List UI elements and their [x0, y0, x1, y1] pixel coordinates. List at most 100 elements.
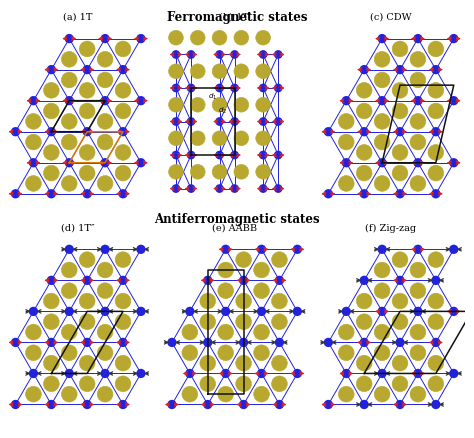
- Circle shape: [29, 307, 38, 316]
- Circle shape: [374, 262, 390, 278]
- Circle shape: [338, 325, 354, 340]
- Circle shape: [410, 73, 426, 88]
- Circle shape: [44, 104, 59, 120]
- Circle shape: [167, 338, 177, 347]
- Circle shape: [342, 159, 351, 168]
- Circle shape: [200, 355, 216, 371]
- Circle shape: [356, 83, 372, 99]
- Circle shape: [410, 52, 426, 68]
- Circle shape: [254, 262, 269, 278]
- Circle shape: [410, 386, 426, 402]
- Circle shape: [118, 128, 128, 137]
- Circle shape: [221, 307, 230, 316]
- Circle shape: [428, 293, 444, 309]
- Circle shape: [26, 386, 41, 402]
- Circle shape: [115, 314, 131, 330]
- Circle shape: [256, 98, 271, 113]
- Circle shape: [236, 355, 252, 371]
- Circle shape: [79, 355, 95, 371]
- Circle shape: [259, 152, 267, 160]
- Circle shape: [377, 369, 387, 378]
- Circle shape: [100, 35, 110, 44]
- Circle shape: [191, 65, 205, 79]
- Circle shape: [254, 386, 269, 402]
- Circle shape: [212, 98, 227, 113]
- Circle shape: [61, 176, 77, 192]
- Circle shape: [236, 376, 252, 392]
- Circle shape: [172, 152, 180, 160]
- Circle shape: [64, 369, 74, 378]
- Circle shape: [118, 400, 128, 409]
- Circle shape: [218, 386, 234, 402]
- Circle shape: [274, 85, 283, 93]
- Circle shape: [410, 262, 426, 278]
- Circle shape: [428, 145, 444, 161]
- Circle shape: [215, 185, 224, 194]
- Circle shape: [44, 145, 59, 161]
- Circle shape: [359, 338, 369, 347]
- Circle shape: [172, 85, 180, 93]
- Circle shape: [115, 145, 131, 161]
- Circle shape: [64, 97, 74, 106]
- Circle shape: [29, 369, 38, 378]
- Circle shape: [64, 307, 74, 316]
- Circle shape: [44, 293, 59, 309]
- Circle shape: [46, 190, 56, 199]
- Circle shape: [187, 118, 195, 127]
- Circle shape: [356, 314, 372, 330]
- Circle shape: [191, 31, 205, 46]
- Circle shape: [115, 42, 131, 58]
- Circle shape: [431, 276, 440, 285]
- Circle shape: [200, 314, 216, 330]
- Circle shape: [79, 166, 95, 182]
- Circle shape: [259, 85, 267, 93]
- Circle shape: [274, 152, 283, 160]
- Circle shape: [272, 355, 287, 371]
- Circle shape: [44, 83, 59, 99]
- Circle shape: [356, 355, 372, 371]
- Circle shape: [256, 31, 271, 46]
- Circle shape: [26, 135, 41, 151]
- Title: (f) Zig-zag: (f) Zig-zag: [365, 223, 417, 232]
- Circle shape: [100, 97, 110, 106]
- Circle shape: [338, 135, 354, 151]
- Circle shape: [428, 376, 444, 392]
- Circle shape: [82, 276, 92, 285]
- Circle shape: [342, 97, 351, 106]
- Circle shape: [259, 185, 267, 194]
- Circle shape: [359, 400, 369, 409]
- Circle shape: [428, 42, 444, 58]
- Circle shape: [100, 159, 110, 168]
- Circle shape: [97, 176, 113, 192]
- Circle shape: [392, 355, 408, 371]
- Circle shape: [118, 66, 128, 75]
- Circle shape: [79, 83, 95, 99]
- Circle shape: [275, 276, 284, 285]
- Circle shape: [374, 283, 390, 299]
- Circle shape: [324, 128, 333, 137]
- Circle shape: [239, 400, 248, 409]
- Circle shape: [97, 283, 113, 299]
- Circle shape: [203, 276, 212, 285]
- Circle shape: [377, 159, 387, 168]
- Circle shape: [395, 190, 405, 199]
- Circle shape: [136, 35, 146, 44]
- Circle shape: [97, 325, 113, 340]
- Circle shape: [292, 245, 302, 254]
- Circle shape: [377, 35, 387, 44]
- Circle shape: [26, 176, 41, 192]
- Circle shape: [61, 52, 77, 68]
- Circle shape: [203, 338, 212, 347]
- Circle shape: [115, 104, 131, 120]
- Circle shape: [82, 128, 92, 137]
- Circle shape: [338, 345, 354, 361]
- Circle shape: [212, 165, 227, 180]
- Circle shape: [182, 345, 198, 361]
- Circle shape: [342, 307, 351, 316]
- Circle shape: [212, 65, 227, 79]
- Circle shape: [97, 73, 113, 88]
- Circle shape: [410, 135, 426, 151]
- Text: $d_2$: $d_2$: [219, 105, 228, 115]
- Circle shape: [11, 190, 20, 199]
- Circle shape: [275, 338, 284, 347]
